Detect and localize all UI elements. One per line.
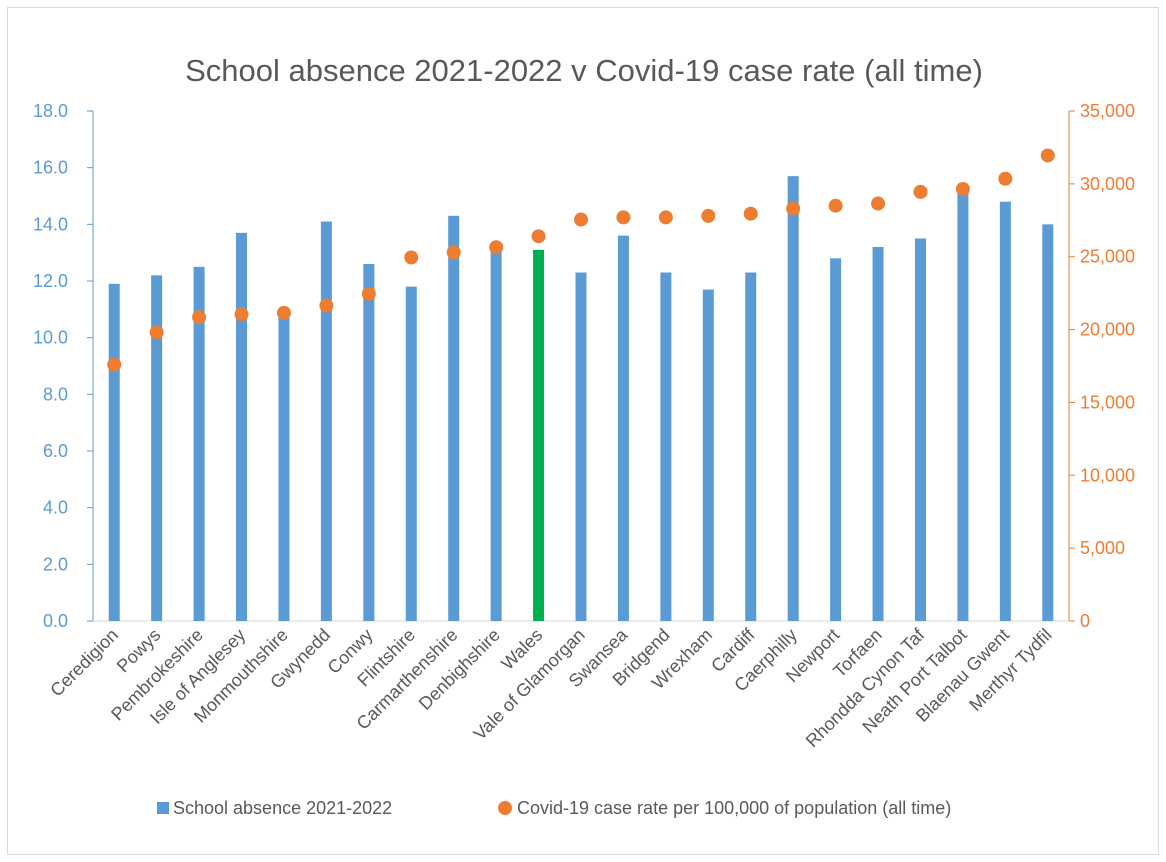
bar-absence [151,275,163,621]
legend: School absence 2021-2022 Covid-19 case r… [157,798,951,818]
right-axis-tick-label: 30,000 [1080,174,1135,194]
point-covid-rate [276,305,291,320]
point-covid-rate [913,184,928,199]
bar-absence [660,272,672,621]
point-covid-rate [531,229,546,244]
bar-absence [830,258,842,621]
left-axis-tick-label: 18.0 [33,101,68,121]
left-axis-tick-label: 2.0 [43,554,68,574]
left-axis-tick-label: 6.0 [43,441,68,461]
point-covid-rate [658,210,673,225]
point-covid-rate [743,206,758,221]
point-covid-rate [871,196,886,211]
point-covid-rate [404,250,419,265]
right-axis-tick-label: 25,000 [1080,247,1135,267]
bar-absence [702,289,714,621]
bar-absence [405,286,417,621]
x-axis-tick-label: Ceredigion [46,625,122,701]
right-axis-tick-label: 35,000 [1080,101,1135,121]
point-covid-rate [786,201,801,216]
bar-absence [533,249,545,622]
right-axis-tick-label: 20,000 [1080,320,1135,340]
right-axis-tick-label: 10,000 [1080,465,1135,485]
point-covid-rate [446,245,461,260]
bar-absence [193,266,205,621]
point-covid-rate [828,198,843,213]
point-covid-rate [955,181,970,196]
legend-label-absence: School absence 2021-2022 [173,798,392,818]
chart-title: School absence 2021-2022 v Covid-19 case… [185,53,983,88]
bar-absence [108,283,120,621]
right-axis-tick-label: 0 [1080,611,1090,631]
bar-absence [745,272,757,621]
point-covid-rate [234,307,249,322]
bar-absence [787,176,799,621]
bar-absence [957,187,969,621]
right-axis-tick-label: 15,000 [1080,392,1135,412]
point-covid-rate [1040,148,1055,163]
bar-absence [617,235,629,621]
legend-label-covid: Covid-19 case rate per 100,000 of popula… [517,798,951,818]
left-axis-tick-label: 0.0 [43,611,68,631]
point-covid-rate [616,210,631,225]
left-axis-tick-label: 10.0 [33,328,68,348]
point-covid-rate [192,310,207,325]
point-covid-rate [701,208,716,223]
left-axis-tick-label: 12.0 [33,271,68,291]
chart: School absence 2021-2022 v Covid-19 case… [33,53,1135,818]
left-axis-tick-label: 4.0 [43,498,68,518]
point-covid-rate [361,286,376,301]
bar-absence [490,244,502,621]
bar-absence [575,272,587,621]
right-axis-tick-label: 5,000 [1080,538,1125,558]
point-covid-rate [149,325,164,340]
point-covid-rate [489,240,504,255]
chart-frame: School absence 2021-2022 v Covid-19 case… [7,7,1159,855]
bar-absence [278,312,290,621]
bar-absence [448,215,460,622]
bar-absence [363,264,375,621]
point-covid-rate [574,212,588,227]
legend-swatch-absence [157,802,169,814]
point-covid-rate [319,298,334,313]
point-covid-rate [107,357,122,372]
bar-absence [236,232,248,622]
left-axis-tick-label: 8.0 [43,384,68,404]
plot-area: 0.0 2.0 4.0 6.0 8.0 10.0 12.0 14.0 16.0 18.0 0 5,00… [33,101,1135,751]
bar-absence [914,238,926,621]
bar-absence [1042,224,1054,622]
bar-absence [872,247,884,621]
legend-swatch-covid [498,801,512,815]
left-axis-tick-label: 16.0 [33,158,68,178]
bar-absence [999,201,1011,621]
left-axis-tick-label: 14.0 [33,214,68,234]
point-covid-rate [998,171,1013,186]
bar-absence [320,221,332,621]
